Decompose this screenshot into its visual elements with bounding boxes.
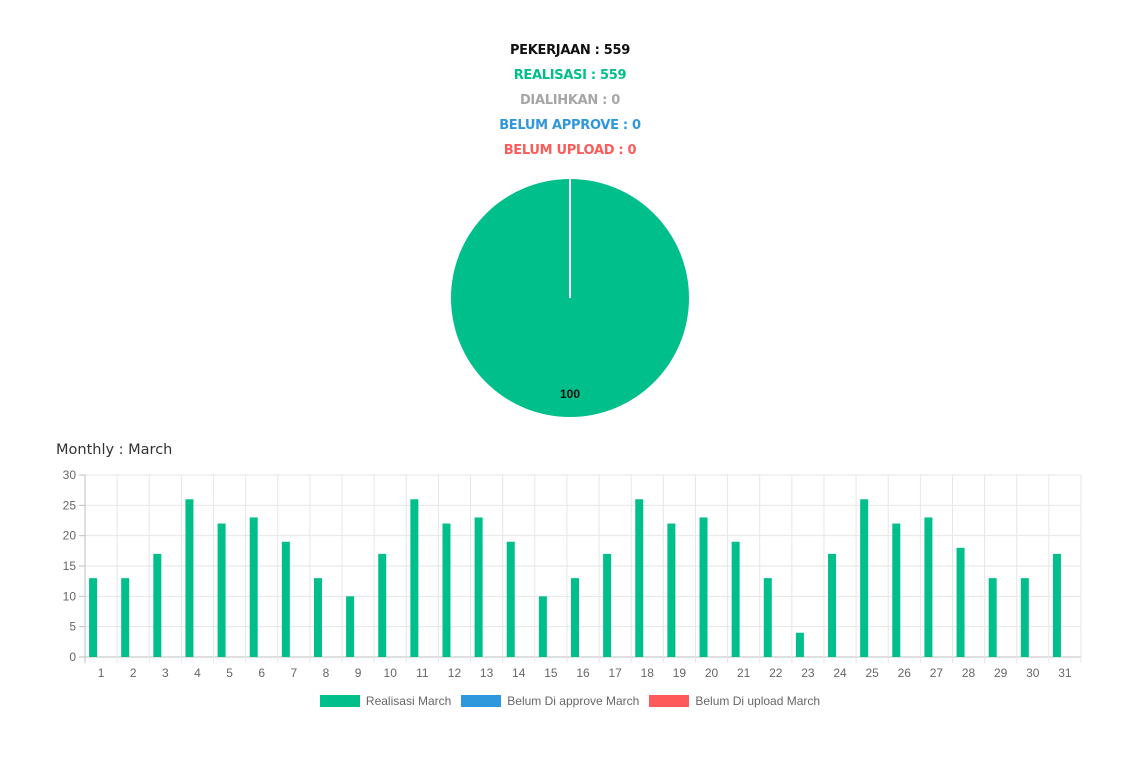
x-tick-label: 14	[512, 666, 526, 680]
legend-swatch-belum-approve	[461, 695, 502, 707]
bar-realisasi[interactable]	[474, 517, 483, 657]
x-tick-label: 20	[705, 666, 719, 680]
x-tick-label: 17	[608, 666, 622, 680]
bar-realisasi[interactable]	[506, 541, 515, 657]
pie-chart[interactable]: 100	[440, 170, 700, 430]
x-tick-label: 27	[930, 666, 944, 680]
y-tick-label: 5	[69, 620, 76, 634]
bar-realisasi[interactable]	[249, 517, 258, 657]
x-tick-label: 5	[226, 666, 233, 680]
x-tick-label: 21	[737, 666, 751, 680]
bar-realisasi[interactable]	[956, 547, 965, 657]
bar-realisasi[interactable]	[346, 596, 355, 657]
bar-realisasi[interactable]	[892, 523, 901, 657]
legend-item-belum-upload[interactable]: Belum Di upload March	[649, 694, 820, 708]
y-tick-label: 20	[63, 529, 77, 543]
x-tick-label: 22	[769, 666, 783, 680]
x-tick-label: 26	[898, 666, 912, 680]
x-tick-label: 4	[194, 666, 201, 680]
bar-realisasi[interactable]	[571, 578, 579, 657]
bar-realisasi[interactable]	[185, 499, 194, 657]
bar-realisasi[interactable]	[699, 517, 708, 657]
legend-item-belum-approve[interactable]: Belum Di approve March	[461, 694, 639, 708]
bar-realisasi[interactable]	[860, 499, 869, 657]
x-tick-label: 28	[962, 666, 976, 680]
x-tick-label: 30	[1026, 666, 1040, 680]
y-tick-label: 30	[63, 468, 77, 482]
bar-realisasi[interactable]	[731, 541, 740, 657]
x-tick-label: 9	[355, 666, 362, 680]
bar-realisasi[interactable]	[538, 596, 547, 657]
bar-realisasi[interactable]	[603, 553, 612, 657]
pie-data-label: 100	[560, 387, 580, 401]
bar-realisasi[interactable]	[217, 523, 226, 657]
belum-upload-total: BELUM UPLOAD : 0	[503, 143, 637, 158]
bar-realisasi[interactable]	[89, 578, 98, 657]
bar-realisasi[interactable]	[1020, 578, 1029, 657]
x-tick-label: 8	[323, 666, 330, 680]
monthly-chart-title: Monthly : March	[56, 442, 173, 458]
bar-realisasi[interactable]	[378, 553, 387, 657]
dialihkan-total: DIALIHKAN : 0	[519, 93, 621, 108]
summary-block: PEKERJAAN : 559 REALISASI : 559 DIALIHKA…	[0, 38, 1140, 163]
y-tick-label: 10	[63, 589, 77, 603]
x-tick-label: 19	[673, 666, 687, 680]
bar-realisasi[interactable]	[442, 523, 451, 657]
bar-realisasi[interactable]	[410, 499, 419, 657]
bar-realisasi[interactable]	[313, 578, 322, 657]
x-tick-label: 1	[98, 666, 105, 680]
y-tick-label: 25	[63, 498, 77, 512]
x-tick-label: 25	[865, 666, 879, 680]
x-tick-label: 12	[448, 666, 462, 680]
x-tick-label: 23	[801, 666, 815, 680]
bar-realisasi[interactable]	[763, 578, 772, 657]
x-tick-label: 18	[641, 666, 655, 680]
x-tick-label: 3	[162, 666, 169, 680]
pekerjaan-total: PEKERJAAN : 559	[509, 43, 631, 58]
legend-swatch-belum-upload	[649, 695, 690, 707]
bar-realisasi[interactable]	[121, 578, 130, 657]
bar-realisasi[interactable]	[153, 553, 162, 657]
x-tick-label: 13	[480, 666, 494, 680]
bar-realisasi[interactable]	[828, 553, 837, 657]
x-tick-label: 31	[1058, 666, 1072, 680]
y-tick-label: 15	[63, 559, 77, 573]
x-tick-label: 11	[416, 666, 429, 680]
bar-realisasi[interactable]	[795, 632, 804, 657]
legend-label-realisasi: Realisasi March	[365, 694, 452, 708]
x-tick-label: 29	[994, 666, 1008, 680]
bar-realisasi[interactable]	[988, 578, 997, 657]
legend-swatch-realisasi	[319, 695, 360, 707]
bar-realisasi[interactable]	[281, 541, 290, 657]
x-tick-label: 2	[130, 666, 137, 680]
x-tick-label: 24	[833, 666, 847, 680]
belum-approve-total: BELUM APPROVE : 0	[499, 118, 641, 133]
bar-realisasi[interactable]	[667, 523, 676, 657]
bar-realisasi[interactable]	[635, 499, 644, 657]
realisasi-total: REALISASI : 559	[513, 68, 627, 83]
x-tick-label: 7	[290, 666, 297, 680]
x-tick-label: 6	[258, 666, 265, 680]
bar-realisasi[interactable]	[924, 517, 933, 657]
legend-label-belum-upload: Belum Di upload March	[695, 694, 821, 708]
bar-realisasi[interactable]	[1052, 553, 1061, 657]
y-tick-label: 0	[69, 650, 76, 664]
legend-item-realisasi[interactable]: Realisasi March	[319, 694, 452, 708]
x-tick-label: 16	[576, 666, 590, 680]
chart-legend: Realisasi March Belum Di approve March B…	[0, 694, 1140, 708]
x-tick-label: 15	[544, 666, 558, 680]
x-tick-label: 10	[384, 666, 398, 680]
legend-label-belum-approve: Belum Di approve March	[507, 694, 640, 708]
